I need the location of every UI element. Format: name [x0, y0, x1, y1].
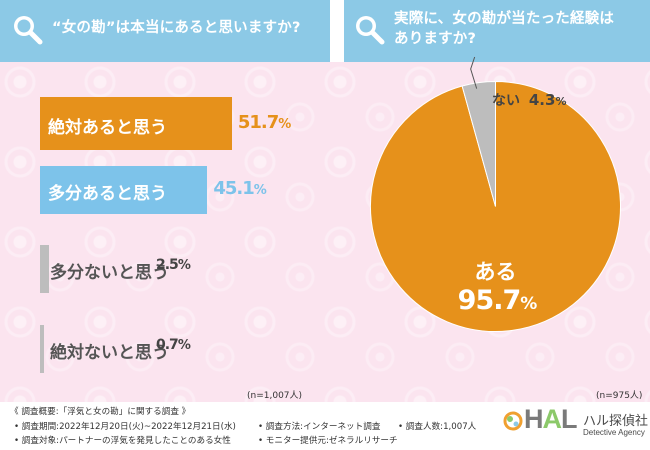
bar-2	[40, 166, 208, 214]
bar-label-1: 絶対あると思う	[48, 117, 167, 138]
bar-value-1: 51.7%	[237, 111, 292, 133]
hal-logo-l: L	[561, 404, 577, 434]
bar-label-2: 多分あると思う	[48, 184, 167, 204]
bar-chart-n-label: (n=1,007人)	[247, 391, 303, 401]
question-right-line2: ありますか?	[394, 31, 477, 47]
survey-count: • 調査人数:1,007人	[398, 422, 477, 432]
magnifier-icon	[356, 16, 385, 45]
question-header-left: “女の勘”は本当にあると思いますか?	[0, 0, 330, 62]
company-name-jp: ハル探偵社	[583, 414, 649, 429]
hal-logo-h: H	[524, 404, 543, 434]
pie-chart: ある 95.7%	[368, 56, 623, 334]
pie-label-aru-value: 95.7%	[458, 285, 538, 316]
bar-value-2: 45.1%	[213, 178, 267, 199]
bar-4	[40, 325, 44, 373]
bar-1	[40, 97, 232, 150]
bar-3	[40, 245, 50, 293]
bar-label-3: 多分ないと思う	[50, 263, 169, 283]
survey-summary: 《 調査概要:「浮気と女の勘」に関する調査 》	[10, 407, 191, 417]
survey-target: • 調査対象:パートナーの浮気を発見したことのある女性	[14, 436, 231, 446]
bar-value-3: 2.5%	[156, 257, 191, 273]
bar-value-4: 0.7%	[156, 337, 191, 353]
survey-provider: • モニター提供元:ゼネラルリサーチ	[258, 436, 398, 446]
pie-leader-line	[470, 56, 478, 89]
question-right-line1: 実際に、女の勘が当たった経験は	[394, 11, 615, 27]
question-left-text: “女の勘”は本当にあると思いますか?	[52, 20, 301, 36]
question-header-right: 実際に、女の勘が当たった経験は ありますか?	[344, 0, 650, 62]
pie-chart-n-label: (n=975人)	[596, 391, 643, 401]
survey-period: • 調査期間:2022年12月20日(火)~2022年12月21日(水)	[14, 422, 236, 432]
hal-logo-icon	[503, 411, 523, 431]
footer: 《 調査概要:「浮気と女の勘」に関する調査 》 • 調査期間:2022年12月2…	[0, 402, 650, 450]
pie-label-nai: ない 4.3%	[492, 91, 567, 109]
survey-method: • 調査方法:インターネット調査	[258, 422, 381, 432]
hal-logo-text: HAL	[524, 404, 577, 435]
bar-label-4: 絶対ないと思う	[50, 343, 169, 363]
pie-slice-nai	[461, 80, 496, 207]
pie-label-aru-name: ある	[475, 260, 517, 284]
question-right-text: 実際に、女の勘が当たった経験は ありますか?	[394, 9, 614, 49]
magnifier-icon	[14, 16, 43, 45]
company-name-en: Detective Agency	[583, 428, 645, 437]
hal-logo-a: A	[542, 404, 562, 434]
